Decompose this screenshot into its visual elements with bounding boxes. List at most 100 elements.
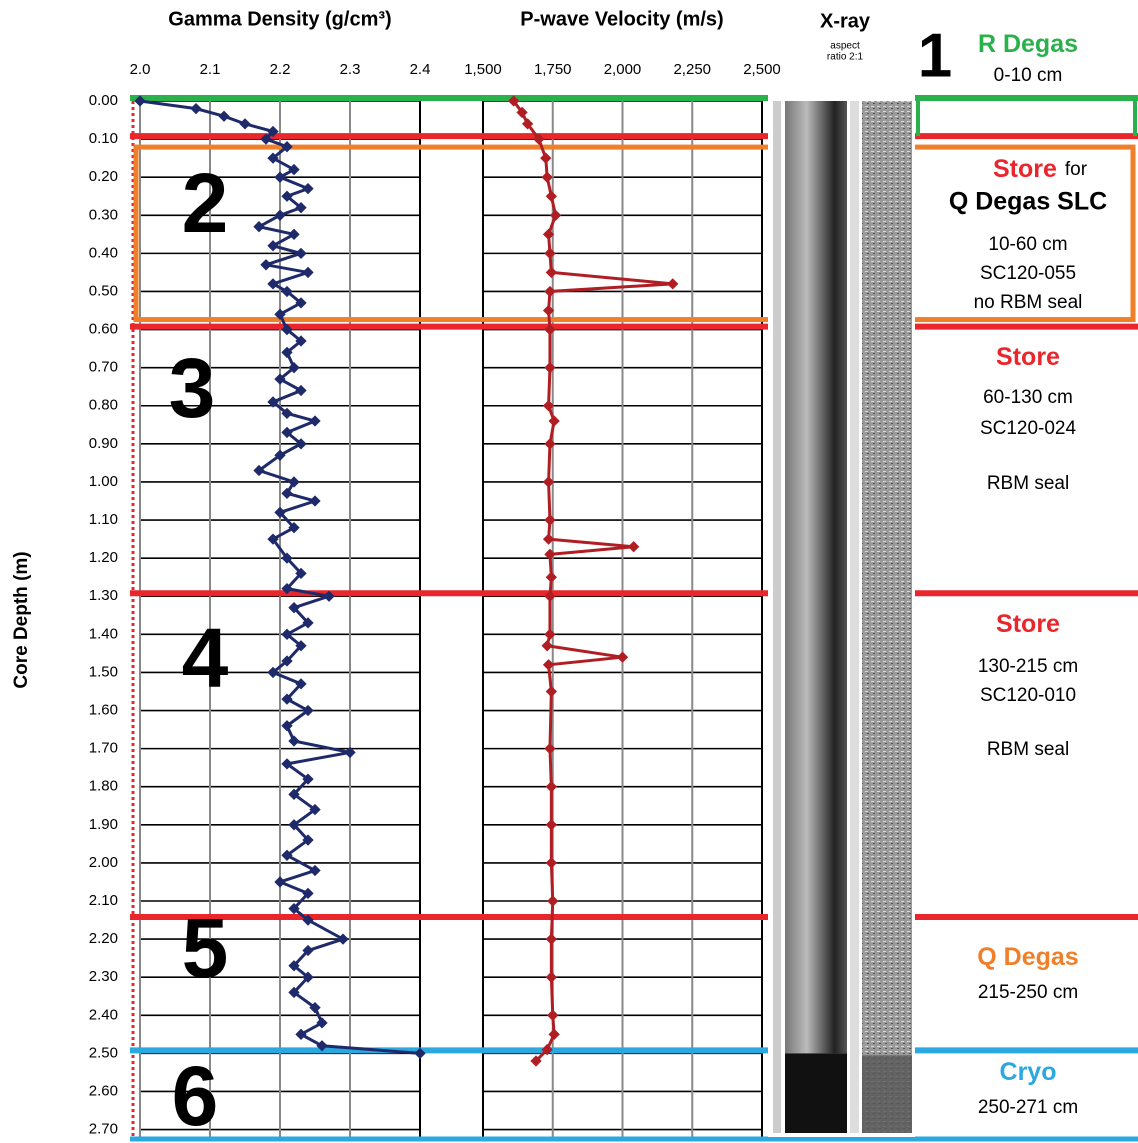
y-tick-label: 0.80	[89, 397, 118, 414]
y-tick-label: 0.60	[89, 321, 118, 338]
y-tick-label: 0.30	[89, 206, 118, 223]
data-point	[274, 876, 285, 887]
data-point	[260, 259, 271, 270]
data-point	[302, 267, 313, 278]
y-tick-label: 1.60	[89, 701, 118, 718]
y-tick-label: 0.90	[89, 435, 118, 452]
y-tick-label: 2.50	[89, 1044, 118, 1061]
data-point	[267, 240, 278, 251]
y-tick-label: 1.50	[89, 663, 118, 680]
data-point	[546, 267, 557, 278]
section-number: 2	[182, 156, 229, 250]
xray-title: X-ray	[820, 10, 871, 32]
section-detail: 215-250 cm	[978, 982, 1078, 1003]
section-detail: 10-60 cm	[988, 234, 1067, 255]
xray-strip	[850, 101, 859, 1133]
heading-text: Store	[996, 343, 1060, 371]
data-point	[302, 183, 313, 194]
data-point	[542, 172, 553, 183]
data-point	[274, 172, 285, 183]
data-point	[546, 857, 557, 868]
data-point	[309, 415, 320, 426]
data-point	[267, 278, 278, 289]
x-tick-label: 2,500	[743, 61, 781, 78]
x-tick-label: 2.2	[270, 61, 291, 78]
section-number: 4	[182, 611, 229, 705]
data-point	[546, 781, 557, 792]
data-point	[316, 1017, 327, 1028]
x-tick-label: 2,250	[673, 61, 711, 78]
heading-text: Store	[996, 610, 1060, 638]
section-number: 1	[918, 21, 952, 90]
y-tick-label: 0.70	[89, 359, 118, 376]
data-point	[546, 572, 557, 583]
xray-ruler	[773, 101, 781, 1133]
page: Gamma Density (g/cm³) P-wave Velocity (m…	[0, 0, 1138, 1143]
section-detail: 130-215 cm	[978, 656, 1078, 677]
data-point	[547, 895, 558, 906]
data-point	[544, 362, 555, 373]
heading-text: Cryo	[1000, 1058, 1057, 1086]
section-detail: 60-130 cm	[983, 387, 1073, 408]
data-point	[546, 686, 557, 697]
data-point	[544, 743, 555, 754]
data-point	[547, 1010, 558, 1021]
y-tick-label: 1.40	[89, 625, 118, 642]
xray-core	[785, 101, 847, 1053]
section-detail: SC120-024	[980, 418, 1077, 439]
section-detail: SC120-010	[980, 685, 1076, 706]
x-tick-label: 2.1	[200, 61, 221, 78]
section-heading: Cryo	[1000, 1058, 1057, 1086]
data-point	[546, 191, 557, 202]
y-tick-label: 1.90	[89, 816, 118, 833]
y-tick-label: 0.40	[89, 244, 118, 261]
section-heading: R Degas	[978, 30, 1078, 58]
section-heading: Store	[996, 610, 1060, 638]
data-point	[288, 164, 299, 175]
data-point	[617, 652, 628, 663]
data-point	[546, 972, 557, 983]
data-point	[544, 629, 555, 640]
section-detail: SC120-055	[980, 263, 1076, 284]
data-point	[295, 385, 306, 396]
section-detail: 250-271 cm	[978, 1097, 1078, 1118]
data-point	[667, 278, 678, 289]
xray-subtitle: aspect	[830, 41, 860, 52]
y-tick-label: 0.50	[89, 282, 118, 299]
data-point	[544, 514, 555, 525]
x-tick-label: 2,000	[604, 61, 642, 78]
heading-text: R Degas	[978, 30, 1078, 58]
data-point	[309, 865, 320, 876]
xray-core-bottom	[785, 1053, 847, 1133]
data-point	[546, 819, 557, 830]
data-point	[628, 541, 639, 552]
x-tick-label: 2.0	[130, 61, 151, 78]
y-tick-label: 1.80	[89, 778, 118, 795]
data-point	[548, 415, 559, 426]
y-tick-label: 2.20	[89, 930, 118, 947]
data-point	[548, 1029, 559, 1040]
chart: Gamma Density (g/cm³) P-wave Velocity (m…	[0, 0, 1138, 1143]
data-point	[218, 111, 229, 122]
y-tick-label: 1.70	[89, 740, 118, 757]
data-point	[540, 152, 551, 163]
y-tick-label: 0.10	[89, 130, 118, 147]
data-point	[274, 210, 285, 221]
section-detail: 0-10 cm	[994, 65, 1063, 86]
section-note: RBM seal	[987, 473, 1069, 494]
y-tick-label: 2.30	[89, 968, 118, 985]
y-tick-label: 2.40	[89, 1006, 118, 1023]
section-detail: no RBM seal	[974, 292, 1083, 313]
heading-text: Q Degas	[977, 943, 1078, 971]
gamma-title: Gamma Density (g/cm³)	[168, 8, 391, 30]
y-tick-label: 1.20	[89, 549, 118, 566]
xray-subtitle: ratio 2:1	[827, 52, 864, 63]
data-point	[239, 118, 250, 129]
y-tick-label: 0.20	[89, 168, 118, 185]
section-subheading: Q Degas SLC	[949, 188, 1107, 216]
heading-suffix: for	[1065, 159, 1088, 180]
y-tick-label: 1.10	[89, 511, 118, 528]
section-number: 3	[169, 341, 216, 435]
pwave-title: P-wave Velocity (m/s)	[520, 8, 723, 30]
